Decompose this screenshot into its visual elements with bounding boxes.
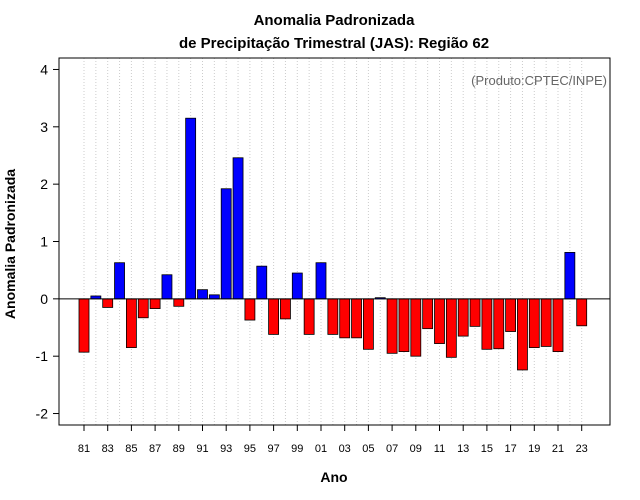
chart-title-line1: Anomalia Padronizada — [254, 12, 416, 29]
bar-89 — [173, 298, 185, 307]
x-tick-label: 99 — [291, 443, 303, 455]
bar-05 — [362, 298, 374, 350]
bar-18 — [517, 298, 528, 371]
y-tick-label: 2 — [40, 176, 48, 192]
x-tick-label: 19 — [528, 443, 540, 455]
x-axis: 81 83 85 87 89 91 93 95 97 99 01 03 05 07 09 11 13 15 17 19… — [78, 425, 588, 455]
bars-group — [78, 117, 588, 371]
credit-annotation: (Produto:CPTEC/INPE) — [471, 73, 607, 88]
bar-99 — [291, 272, 303, 300]
x-tick-label: 01 — [315, 443, 327, 455]
y-tick-label: 0 — [40, 291, 48, 307]
x-tick-label: 05 — [362, 443, 374, 455]
x-tick-label: 23 — [576, 443, 588, 455]
y-axis-label: Anomalia Padronizada — [2, 169, 18, 319]
x-tick-label: 11 — [434, 443, 445, 455]
x-tick-label: 95 — [244, 443, 256, 455]
bar-84 — [114, 262, 125, 300]
bar-87 — [149, 298, 161, 309]
x-tick-label: 07 — [386, 443, 398, 455]
bar-19 — [528, 298, 540, 348]
bar-13 — [457, 298, 469, 337]
y-tick-label: -2 — [36, 406, 49, 422]
y-axis: -2 -1 0 1 2 3 4 — [36, 61, 59, 422]
bar-93 — [220, 188, 232, 300]
bar-91 — [197, 289, 208, 300]
bar-23 — [576, 298, 588, 327]
x-tick-label: 83 — [102, 443, 114, 455]
bar-88 — [161, 274, 173, 300]
bar-81 — [78, 298, 90, 353]
bar-21 — [552, 298, 564, 352]
bar-00 — [303, 298, 315, 335]
x-tick-label: 13 — [457, 443, 469, 455]
x-tick-label: 87 — [149, 443, 161, 455]
x-axis-label: Ano — [320, 469, 347, 485]
bar-95 — [244, 298, 256, 321]
x-tick-label: 81 — [78, 443, 90, 455]
bar-07 — [386, 298, 398, 354]
bar-17 — [505, 298, 517, 332]
x-tick-label: 97 — [267, 443, 279, 455]
y-tick-label: 4 — [40, 61, 48, 77]
y-tick-label: 1 — [40, 234, 48, 250]
x-tick-label: 21 — [552, 443, 564, 455]
bar-12 — [445, 298, 457, 358]
bar-16 — [493, 298, 505, 350]
bar-14 — [469, 298, 481, 327]
bar-22 — [564, 251, 576, 300]
x-tick-label: 93 — [220, 443, 232, 455]
bar-85 — [126, 298, 137, 348]
bar-20 — [540, 298, 552, 347]
bar-08 — [398, 298, 410, 352]
x-tick-label: 85 — [125, 443, 137, 455]
bar-94 — [232, 157, 244, 300]
bar-96 — [256, 265, 268, 300]
bar-97 — [268, 298, 280, 335]
bar-02 — [327, 298, 339, 335]
bar-11 — [434, 298, 445, 344]
grid-lines — [83, 58, 583, 425]
x-tick-label: 17 — [504, 443, 516, 455]
y-tick-label: 3 — [40, 119, 48, 135]
x-tick-label: 89 — [173, 443, 185, 455]
bar-01 — [315, 262, 327, 300]
bar-09 — [410, 298, 422, 357]
bar-98 — [280, 298, 291, 320]
chart-title-line2: de Precipitação Trimestral (JAS): Região… — [179, 35, 489, 52]
bar-92 — [208, 294, 220, 300]
bar-10 — [422, 298, 434, 330]
x-tick-label: 03 — [339, 443, 351, 455]
x-tick-label: 09 — [410, 443, 422, 455]
x-tick-label: 91 — [196, 443, 208, 455]
y-tick-label: -1 — [36, 348, 49, 364]
bar-90 — [185, 117, 197, 300]
bar-83 — [102, 298, 114, 308]
bar-86 — [137, 298, 149, 319]
bar-03 — [339, 298, 351, 339]
bar-15 — [481, 298, 493, 350]
x-tick-label: 15 — [481, 443, 493, 455]
bar-04 — [351, 298, 362, 339]
